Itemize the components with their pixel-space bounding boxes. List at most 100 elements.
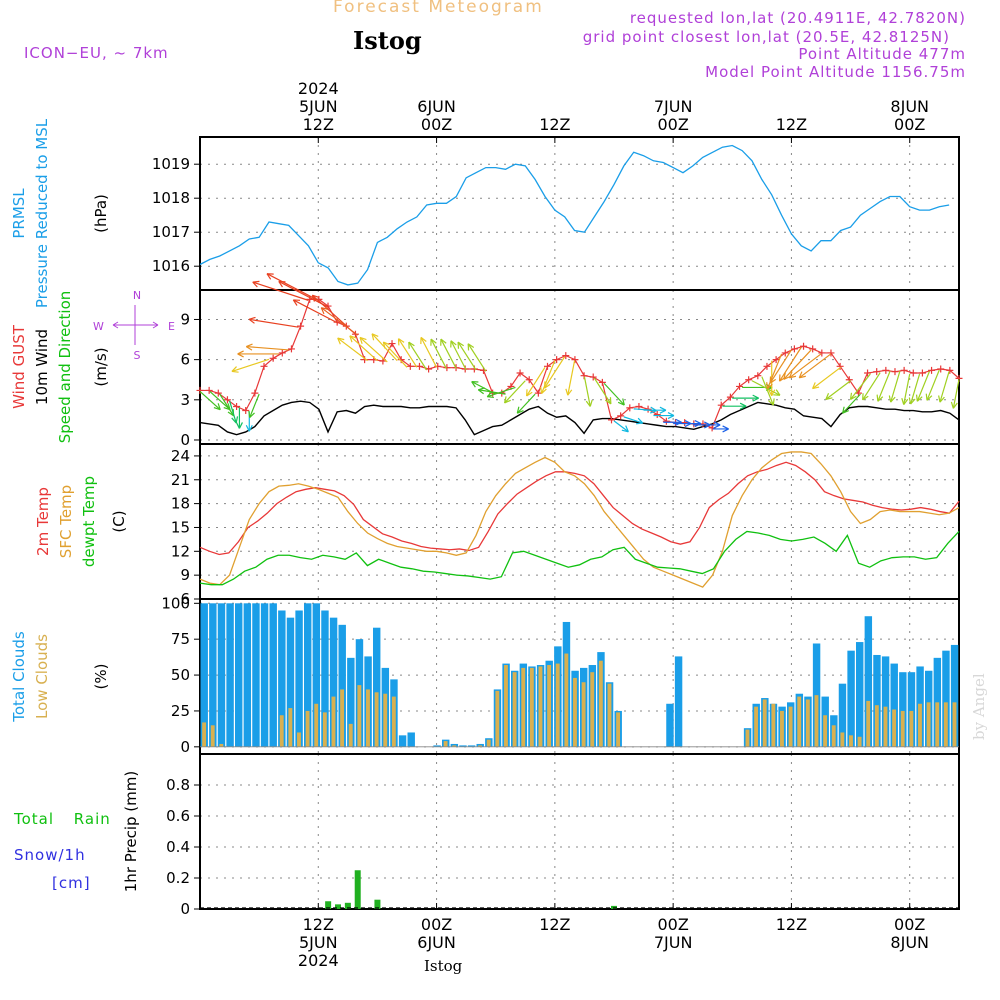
gust-marker <box>726 393 734 401</box>
wind-arrow <box>702 421 721 429</box>
low-cloud-bar <box>383 693 388 747</box>
bottom-time-label: 00Z <box>894 915 925 934</box>
wind-arrow <box>199 390 221 411</box>
gust-marker <box>543 362 551 370</box>
low-cloud-bar <box>590 672 595 747</box>
gust-marker <box>242 407 250 415</box>
gust-marker <box>891 368 899 376</box>
low-cloud-bar <box>521 667 526 747</box>
gust-marker <box>525 376 533 384</box>
total-cloud-bar <box>347 657 355 747</box>
low-cloud-bar <box>366 689 370 747</box>
total-cloud-bar <box>450 743 459 747</box>
rain-bar <box>335 904 341 909</box>
total-rain-label: Total Rain <box>13 810 111 828</box>
wind-arrow <box>812 366 842 390</box>
y-tick-label: 1019 <box>152 155 190 173</box>
wind-arrow <box>593 377 612 405</box>
bottom-time-label: 12Z <box>776 915 807 934</box>
low-cloud-bar <box>909 710 914 747</box>
y-tick-label: 1017 <box>152 223 190 241</box>
y-tick-label: 25 <box>171 702 190 720</box>
wind-arrow <box>925 369 940 401</box>
gust-marker <box>644 405 652 413</box>
bottom-time-label: 00Z <box>657 915 688 934</box>
gust-marker <box>873 368 881 376</box>
wind-arrow <box>430 338 447 369</box>
gust-marker <box>836 362 844 370</box>
low-cloud-bar <box>322 712 327 747</box>
y-tick-label: 75 <box>171 630 190 648</box>
model-label: ICON−EU, ~ 7km <box>24 44 169 62</box>
low-cloud-bar <box>279 715 284 747</box>
wind-arrow <box>862 372 881 401</box>
low-cloud-bar <box>762 699 767 747</box>
low-cloud-bar <box>771 703 776 747</box>
y-tick-label: 6 <box>180 351 190 369</box>
wind-arrow <box>252 280 309 301</box>
total-cloud-bar <box>235 603 243 747</box>
low-cloud-bar <box>391 696 396 747</box>
bottom-time-label: 7JUN <box>654 933 693 952</box>
y-tick-label: 15 <box>171 518 190 536</box>
gust-marker <box>233 403 241 411</box>
wind-arrow <box>245 343 289 351</box>
total-cloud-bar <box>433 745 441 747</box>
low-cloud-bar <box>512 672 517 747</box>
wind-arrow <box>420 336 438 368</box>
t2m-series-line <box>199 461 960 556</box>
clouds-ylabel-0: Total Clouds <box>10 631 28 723</box>
low-cloud-bar <box>573 677 577 747</box>
temperature-ylabel-2: dewpt Temp <box>80 476 98 567</box>
pressure-unit: (hPa) <box>92 194 110 233</box>
wind-arrow <box>722 402 747 410</box>
wind-arrow <box>842 393 861 414</box>
bottom-time-label: 00Z <box>421 915 452 934</box>
wind-arrow <box>623 416 644 425</box>
total-cloud-bar <box>252 603 260 747</box>
bottom-time-label: 6JUN <box>417 933 456 952</box>
precip-panel: 0 0.2 0.4 0.6 0.8 Total Rain Snow/1h [cm] 1hr Pr… <box>13 753 960 918</box>
y-tick-label: 1016 <box>152 257 190 275</box>
station-name: Istog <box>353 26 422 55</box>
total-cloud-bar <box>899 672 907 747</box>
wind-arrow <box>228 400 239 424</box>
precip-ylabel-0: 1hr Precip (mm) <box>122 771 140 892</box>
temperature-ylabel-0: 2m Temp <box>34 487 52 556</box>
low-cloud-bar <box>607 683 612 747</box>
total-cloud-bar <box>847 650 855 747</box>
low-cloud-bar <box>210 725 215 747</box>
gust-marker <box>900 366 908 374</box>
wind-arrow <box>516 393 536 414</box>
pressure-panel: 1016 1017 1018 1019 PRMSL Pressure Reduced to… <box>10 118 960 308</box>
gust-marker <box>818 349 826 357</box>
gust-marker <box>781 349 789 357</box>
low-cloud-bar <box>745 729 750 747</box>
rain-bar <box>325 901 332 909</box>
total-cloud-bar <box>338 624 346 747</box>
low-cloud-bar <box>564 653 569 747</box>
total-cloud-bar <box>838 683 847 747</box>
wind-arrow <box>915 371 930 402</box>
wind-arrow <box>503 380 526 404</box>
gust-marker <box>589 373 597 381</box>
low-cloud-bar <box>935 702 940 747</box>
clouds-ylabel-1: Low Clouds <box>33 634 51 719</box>
gust-marker <box>763 362 771 370</box>
low-cloud-bar <box>288 708 293 747</box>
clouds-unit: (%) <box>92 664 110 690</box>
total-cloud-bar <box>467 745 476 747</box>
point-altitude: Point Altitude 477m <box>798 45 966 63</box>
wind-arrow <box>901 373 911 405</box>
wind-arrow <box>583 376 593 407</box>
wind-arrow <box>825 380 851 400</box>
gust-marker <box>571 356 579 364</box>
gust-marker <box>617 412 625 420</box>
gust-marker <box>415 362 423 370</box>
wind-arrow <box>950 379 960 409</box>
low-cloud-bar <box>874 705 879 747</box>
pressure-series-line <box>199 144 950 286</box>
y-tick-label: 0.2 <box>166 869 190 887</box>
low-cloud-bar <box>486 739 491 747</box>
